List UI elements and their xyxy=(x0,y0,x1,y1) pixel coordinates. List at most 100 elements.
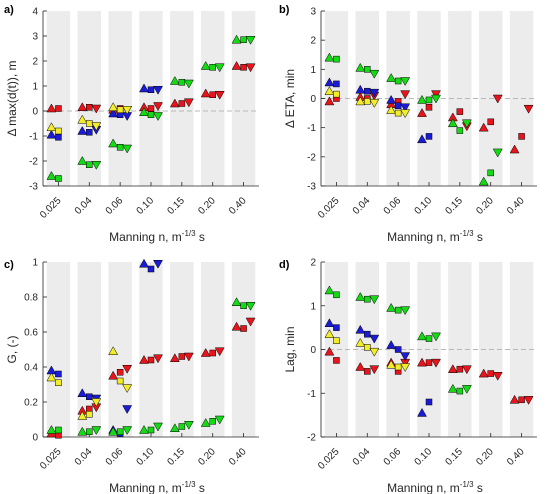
data-point-yellow-triangle xyxy=(108,102,119,111)
data-point-green-triangle xyxy=(200,60,211,70)
y-tick-label: 2 xyxy=(310,36,316,47)
x-tick-label: 0.20 xyxy=(196,446,218,468)
category-band xyxy=(108,11,132,186)
data-point-red-square xyxy=(86,104,93,111)
category-band xyxy=(231,11,256,186)
data-point-red-triangle xyxy=(169,353,180,362)
data-point-green-inverted-triangle xyxy=(245,302,256,311)
y-tick-label: 0.4 xyxy=(24,363,38,374)
x-axis-label-unit: s xyxy=(196,230,205,244)
data-point-green-triangle xyxy=(139,107,149,116)
data-point-yellow-inverted-triangle xyxy=(91,398,102,408)
data-point-red-square xyxy=(487,118,494,126)
data-point-red-inverted-triangle xyxy=(214,91,225,100)
data-point-blue-inverted-triangle xyxy=(400,103,411,113)
data-point-red-triangle xyxy=(478,368,489,378)
data-point-green-square xyxy=(425,335,433,342)
data-point-yellow-square xyxy=(86,411,93,418)
data-point-green-triangle xyxy=(355,291,366,301)
data-point-yellow-triangle xyxy=(355,337,366,347)
data-point-yellow-triangle xyxy=(386,105,397,114)
x-tick-label: 0.40 xyxy=(227,446,249,468)
y-tick-label: 0 xyxy=(32,107,38,118)
chart-panel-4: -2 -1 0 1 2 0.025 0.04 0.06 0.10 0.15 0.20 0.40 Mann… xyxy=(279,258,537,494)
data-point-green-triangle xyxy=(324,52,335,62)
x-tick-label: 0.06 xyxy=(104,195,126,217)
data-point-blue-square xyxy=(364,87,371,95)
data-point-red-inverted-triangle xyxy=(153,102,163,112)
data-point-yellow-triangle xyxy=(46,372,57,382)
data-point-red-triangle xyxy=(447,364,458,373)
data-point-red-triangle xyxy=(139,354,149,364)
x-axis-label-exponent: -1/3 xyxy=(460,480,474,489)
data-point-blue-inverted-triangle xyxy=(369,334,380,344)
data-point-red-triangle xyxy=(509,144,520,154)
y-tick-label: 1 xyxy=(32,82,38,93)
data-point-blue-square xyxy=(333,80,340,88)
data-point-red-inverted-triangle xyxy=(245,317,256,327)
data-point-green-inverted-triangle xyxy=(91,426,102,436)
data-point-blue-square xyxy=(55,370,62,378)
y-tick-label: 0 xyxy=(310,94,316,105)
category-band xyxy=(200,262,225,437)
data-point-red-inverted-triangle xyxy=(122,365,133,374)
x-axis-label-unit: s xyxy=(474,481,483,494)
data-point-blue-triangle xyxy=(324,318,335,327)
y-axis-label: G, (-) xyxy=(5,336,19,364)
data-point-yellow-triangle xyxy=(46,122,57,131)
data-point-red-triangle xyxy=(417,357,427,367)
data-point-green-triangle xyxy=(447,118,458,128)
data-point-yellow-square xyxy=(86,120,93,127)
data-point-red-triangle xyxy=(417,108,427,117)
x-axis-label: Manning n, m-1/3 s xyxy=(109,229,205,244)
x-tick-label: 0.025 xyxy=(38,195,64,221)
data-point-red-triangle xyxy=(478,122,489,132)
data-point-green-inverted-triangle xyxy=(214,415,225,425)
data-point-green-square xyxy=(425,96,433,104)
data-point-green-square xyxy=(86,428,93,435)
data-point-red-inverted-triangle xyxy=(400,90,411,100)
x-tick-label: 0.10 xyxy=(135,446,157,468)
data-point-yellow-square xyxy=(116,377,124,385)
data-point-blue-square xyxy=(86,393,93,400)
data-point-yellow-square xyxy=(394,363,402,371)
data-point-red-inverted-triangle xyxy=(245,63,256,73)
y-tick-label: -1 xyxy=(307,389,316,400)
data-point-blue-triangle xyxy=(355,324,366,334)
x-tick-label: 0.04 xyxy=(351,446,373,468)
y-tick-label: -3 xyxy=(29,182,38,193)
data-point-red-inverted-triangle xyxy=(91,104,102,114)
data-point-yellow-square xyxy=(364,344,371,351)
data-point-red-square xyxy=(518,396,525,404)
data-point-green-inverted-triangle xyxy=(369,69,380,79)
data-point-red-triangle xyxy=(355,361,366,371)
data-point-green-square xyxy=(487,169,494,177)
data-point-green-inverted-triangle xyxy=(431,332,441,342)
data-point-green-triangle xyxy=(231,297,242,306)
data-point-red-triangle xyxy=(509,394,520,404)
data-point-green-triangle xyxy=(108,426,119,436)
data-point-yellow-triangle xyxy=(355,96,366,106)
data-point-yellow-square xyxy=(394,109,402,117)
data-point-yellow-square xyxy=(55,379,62,386)
x-tick-label: 0.20 xyxy=(474,195,496,217)
x-axis-label-main: Manning n, m xyxy=(109,230,182,244)
data-point-green-triangle xyxy=(77,155,88,165)
panel-label: a) xyxy=(4,4,14,16)
data-point-green-square xyxy=(333,55,340,63)
data-point-blue-triangle xyxy=(386,94,397,104)
data-point-red-square xyxy=(487,370,494,377)
data-point-red-square xyxy=(456,365,464,373)
x-tick-label: 0.40 xyxy=(505,446,527,468)
data-point-green-triangle xyxy=(355,62,366,72)
data-point-blue-inverted-triangle xyxy=(153,260,163,269)
x-tick-label: 0.15 xyxy=(165,446,187,468)
data-point-blue-triangle xyxy=(386,340,397,349)
data-point-blue-square xyxy=(394,102,402,110)
data-point-red-square xyxy=(116,369,124,376)
data-point-green-inverted-triangle xyxy=(400,306,411,316)
data-point-blue-triangle xyxy=(417,407,427,417)
data-point-yellow-square xyxy=(333,337,340,344)
data-point-green-square xyxy=(456,387,464,395)
